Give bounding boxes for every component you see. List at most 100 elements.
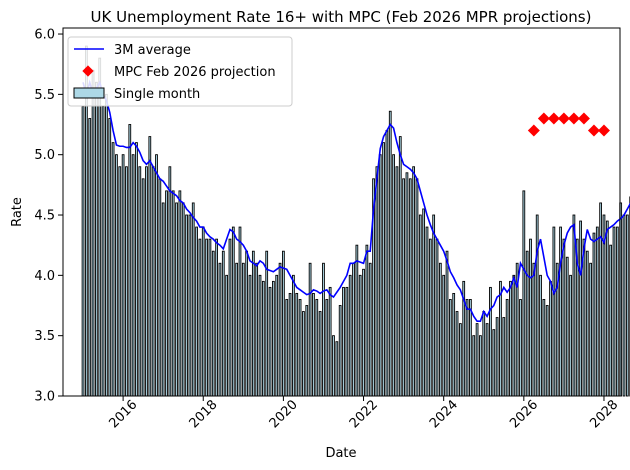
bar (509, 280, 512, 397)
bar (445, 250, 449, 397)
bar (539, 274, 542, 397)
bar (412, 166, 415, 397)
bar (622, 214, 626, 397)
bar (335, 341, 339, 397)
bar (522, 190, 526, 397)
bar (255, 262, 259, 397)
bar (562, 238, 566, 397)
bar (438, 262, 442, 397)
bar (398, 136, 402, 397)
x-axis: 2016 2018 2020 2022 2024 2026 2028 (106, 396, 621, 431)
bar (599, 202, 603, 397)
bar (348, 274, 352, 397)
bar (251, 250, 255, 397)
plot-frame (62, 27, 621, 397)
legend-box (67, 36, 293, 107)
bar (595, 226, 599, 397)
bar (292, 274, 295, 397)
bar (118, 166, 122, 397)
bar (442, 274, 446, 397)
projection-point (577, 112, 590, 125)
y-tick-label: 4.0 (34, 269, 55, 284)
bar (358, 274, 362, 397)
x-axis-label: Date (325, 446, 356, 461)
bar (425, 226, 429, 397)
y-tick-label: 5.5 (34, 88, 55, 103)
bar (235, 262, 239, 397)
bar (402, 178, 405, 397)
bar (275, 274, 279, 397)
bar (408, 178, 412, 397)
chart-title: UK Unemployment Rate 16+ with MPC (Feb 2… (91, 8, 592, 26)
bar (388, 110, 392, 397)
bar (145, 166, 148, 397)
bar (171, 190, 175, 397)
bar (625, 214, 629, 397)
bar (332, 335, 335, 397)
y-axis: 3.0 3.5 4.0 4.5 5.0 5.5 6.0 (34, 28, 63, 405)
x-tick-label: 2018 (187, 397, 221, 431)
legend-bar-label: Single month (114, 87, 200, 102)
bar (95, 81, 98, 397)
y-tick-label: 3.0 (34, 390, 55, 405)
legend: 3M average MPC Feb 2026 projection Singl… (67, 36, 293, 107)
bar (221, 250, 225, 397)
bar (352, 262, 355, 397)
bar (138, 166, 142, 397)
bar (131, 154, 135, 397)
bar (148, 136, 152, 397)
bar (519, 299, 522, 397)
bar (318, 311, 322, 397)
bar (382, 142, 385, 397)
bar (499, 280, 502, 397)
bar (135, 142, 138, 397)
bar (615, 226, 619, 397)
bar (195, 226, 198, 397)
bar (589, 262, 592, 397)
bar (322, 262, 325, 397)
bar (485, 323, 489, 397)
bar (545, 305, 549, 397)
bar (278, 262, 282, 397)
bar (168, 166, 172, 397)
bar (161, 202, 165, 397)
x-tick-label: 2024 (427, 397, 461, 431)
bar (155, 154, 158, 397)
bar (295, 292, 299, 397)
bar (302, 311, 305, 397)
bar (582, 238, 586, 397)
bar (141, 178, 145, 397)
bar (475, 323, 479, 397)
bar (569, 274, 572, 397)
bar (572, 214, 576, 397)
bar (88, 118, 92, 397)
bar (201, 226, 205, 397)
bar (452, 292, 456, 397)
bar (362, 268, 365, 397)
bar (342, 286, 345, 397)
bar (549, 280, 552, 397)
x-tick-label: 2016 (106, 397, 140, 431)
bar (492, 329, 496, 397)
legend-line-label: 3M average (114, 43, 191, 58)
bar (185, 214, 188, 397)
bar (365, 244, 369, 397)
bar (128, 124, 132, 397)
y-tick-label: 6.0 (34, 28, 55, 43)
bar (245, 250, 249, 397)
y-tick-label: 5.0 (34, 148, 55, 163)
bar (418, 214, 422, 397)
bar (385, 130, 389, 397)
bar (231, 226, 235, 397)
x-tick-label: 2026 (507, 397, 541, 431)
projection-point (587, 124, 600, 137)
bar (198, 238, 202, 397)
bar (265, 250, 269, 397)
bar (435, 238, 439, 397)
bar (405, 172, 409, 397)
bar (559, 226, 562, 397)
bar (308, 262, 312, 397)
bar (395, 166, 399, 397)
bar (529, 238, 532, 397)
